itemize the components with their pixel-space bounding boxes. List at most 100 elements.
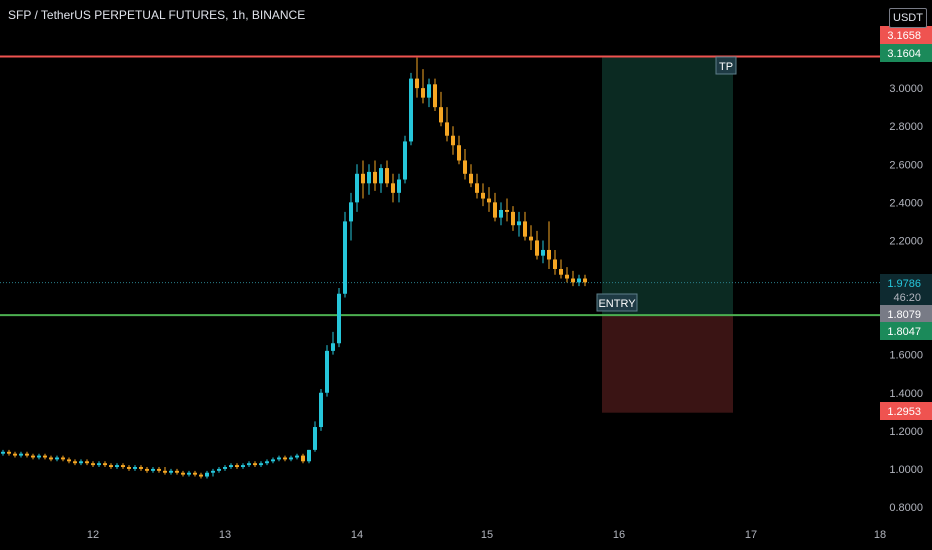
candle-body <box>409 78 413 142</box>
candle-body <box>25 453 29 456</box>
loss-zone <box>602 315 733 413</box>
candle-body <box>253 463 257 466</box>
candle-body <box>397 179 401 193</box>
candle-body <box>427 84 431 98</box>
y-tick-label: 1.4000 <box>889 388 923 400</box>
x-tick-label: 13 <box>219 529 231 541</box>
candle-body <box>523 221 527 237</box>
candle-body <box>403 141 407 180</box>
candle-body <box>193 472 197 475</box>
candle-body <box>517 221 521 226</box>
candle-body <box>199 474 203 477</box>
candle-body <box>433 84 437 108</box>
tp-label[interactable]: TP <box>715 56 737 75</box>
candle-body <box>229 465 233 468</box>
candle-body <box>265 461 269 464</box>
candle-body <box>127 467 131 469</box>
y-tick-label: 2.2000 <box>889 235 923 247</box>
candle-body <box>493 202 497 218</box>
candle-body <box>355 173 359 203</box>
tp-price-tag: 3.1658 <box>880 26 932 44</box>
svg-text:3.1658: 3.1658 <box>887 30 921 42</box>
candle-body <box>139 467 143 469</box>
stop-price-tag: 1.2953 <box>880 402 932 420</box>
svg-text:1.2953: 1.2953 <box>887 406 921 418</box>
candle-body <box>499 209 503 218</box>
candle-body <box>301 455 305 462</box>
candle-body <box>325 350 329 393</box>
candle-body <box>79 461 83 464</box>
candle-body <box>97 463 101 466</box>
candle-body <box>73 461 77 464</box>
candle-body <box>91 463 95 466</box>
candle-body <box>7 451 11 454</box>
candle-body <box>529 236 533 241</box>
candle-body <box>421 88 425 98</box>
candle-body <box>439 107 443 123</box>
svg-text:46:20: 46:20 <box>893 292 921 304</box>
candle-body <box>49 457 53 460</box>
candle-body <box>67 459 71 462</box>
candle-body <box>277 457 281 460</box>
currency-badge[interactable]: USDT <box>889 8 927 28</box>
candle-body <box>133 467 137 469</box>
y-tick-label: 1.0000 <box>889 464 923 476</box>
candle-body <box>541 249 545 256</box>
candle-body <box>241 465 245 468</box>
candle-body <box>289 457 293 460</box>
candle-body <box>43 455 47 458</box>
candle-body <box>175 470 179 473</box>
x-tick-label: 15 <box>481 529 493 541</box>
x-tick-label: 17 <box>745 529 757 541</box>
candle-body <box>307 449 311 462</box>
candle-body <box>217 468 221 471</box>
candle-body <box>361 173 365 184</box>
candle-body <box>373 171 377 184</box>
candle-body <box>337 293 341 344</box>
y-tick-label: 2.8000 <box>889 121 923 133</box>
candle-body <box>1 451 5 454</box>
candle-body <box>367 171 371 184</box>
candle-body <box>103 463 107 466</box>
candle-body <box>481 192 485 199</box>
svg-text:3.1604: 3.1604 <box>887 48 921 60</box>
y-tick-label: 2.4000 <box>889 197 923 209</box>
candle-body <box>565 274 569 279</box>
y-tick-label: 2.6000 <box>889 159 923 171</box>
candle-body <box>475 183 479 193</box>
candle-body <box>385 168 389 184</box>
candle-body <box>331 343 335 351</box>
candle-body <box>121 465 125 468</box>
svg-text:ENTRY: ENTRY <box>598 298 636 310</box>
candle-body <box>109 465 113 468</box>
x-tick-label: 14 <box>351 529 363 541</box>
candle-body <box>181 472 185 475</box>
x-tick-label: 18 <box>874 529 886 541</box>
candle-body <box>247 463 251 466</box>
current-price-tag: 1.9786 <box>880 274 932 292</box>
svg-text:1.8079: 1.8079 <box>887 309 921 321</box>
candle-body <box>163 470 167 473</box>
candle-body <box>37 455 41 458</box>
candle-body <box>451 135 455 146</box>
candle-body <box>157 468 161 471</box>
candle-body <box>415 78 419 89</box>
candle-body <box>61 457 65 460</box>
y-tick-label: 1.6000 <box>889 350 923 362</box>
candle-body <box>223 467 227 469</box>
candle-body <box>235 465 239 468</box>
x-tick-label: 12 <box>87 529 99 541</box>
entry-label[interactable]: ENTRY <box>596 293 638 312</box>
countdown-tag: 46:20 <box>880 288 932 306</box>
candle-body <box>511 211 515 226</box>
candle-body <box>283 457 287 460</box>
profit-zone <box>602 56 733 316</box>
candle-body <box>577 278 581 283</box>
candle-body <box>295 455 299 458</box>
candle-body <box>445 122 449 136</box>
high-price-tag: 3.1604 <box>880 44 932 62</box>
candle-body <box>457 145 461 161</box>
candle-body <box>187 472 191 475</box>
candle-body <box>313 427 317 450</box>
